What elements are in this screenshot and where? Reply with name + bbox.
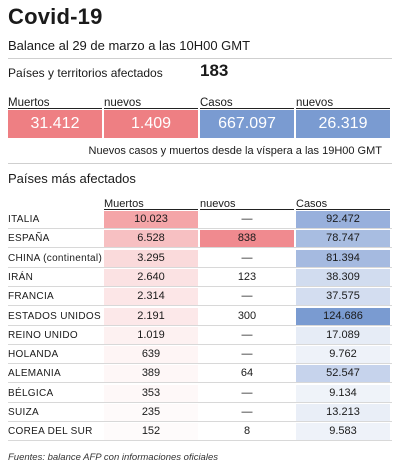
table-row: FRANCIA 2.314 — 37.575 — [0, 288, 400, 307]
totals-underline — [200, 108, 294, 109]
table-row: ESTADOS UNIDOS 2.191 300 124.686 — [0, 307, 400, 326]
totals-header-new-cases: nuevos — [296, 97, 334, 109]
country-name: BÉLGICA — [8, 387, 54, 399]
deaths-cell: 235 — [104, 404, 198, 422]
country-name: ITALIA — [8, 214, 40, 225]
deaths-cell: 2.314 — [104, 288, 198, 307]
column-header-new: nuevos — [200, 198, 236, 210]
column-underline — [104, 209, 198, 210]
country-name: ESTADOS UNIDOS — [8, 310, 101, 322]
column-header-cases: Casos — [296, 198, 328, 210]
country-name: HOLANDA — [8, 349, 59, 361]
deaths-cell: 6.528 — [104, 230, 198, 249]
cases-cell: 38.309 — [296, 268, 390, 287]
table-row: REINO UNIDO 1.019 — 17.089 — [0, 326, 400, 345]
table-row: BÉLGICA 353 — 9.134 — [0, 384, 400, 403]
table-row: ITALIA 10.023 — 92.472 — [0, 211, 400, 229]
table-row: CHINA (continental) 3.295 — 81.394 — [0, 249, 400, 268]
cases-cell: 92.472 — [296, 211, 390, 229]
row-divider — [8, 247, 392, 249]
page-subtitle: Balance al 29 de marzo a las 10H00 GMT — [8, 38, 251, 53]
totals-header-cases: Casos — [200, 97, 233, 109]
row-divider — [8, 401, 392, 403]
new-deaths-cell: — — [241, 213, 253, 225]
column-underline — [200, 209, 294, 210]
new-deaths-cell: 8 — [243, 425, 251, 438]
table-row: ALEMANIA 389 64 52.547 — [0, 365, 400, 384]
deaths-cell: 3.295 — [104, 249, 198, 268]
cases-cell: 52.547 — [296, 365, 390, 384]
section-divider — [8, 163, 392, 164]
countries-label: Países y territorios afectados — [8, 66, 163, 80]
cases-cell: 13.213 — [296, 404, 390, 422]
table-row: HOLANDA 639 — 9.762 — [0, 346, 400, 365]
new-deaths-cell: — — [241, 251, 253, 264]
cases-cell: 37.575 — [296, 288, 390, 307]
deaths-cell: 353 — [104, 384, 198, 403]
total-cases-box: 667.097 — [200, 110, 294, 138]
row-divider — [8, 363, 392, 365]
deaths-cell: 2.191 — [104, 307, 198, 326]
new-deaths-cell: — — [241, 406, 253, 418]
deaths-cell: 389 — [104, 365, 198, 384]
table-row: SUIZA 235 — 13.213 — [0, 404, 400, 422]
row-divider — [8, 285, 392, 287]
deaths-cell: 152 — [104, 423, 198, 442]
table-row: ESPAÑA 6.528 838 78.747 — [0, 230, 400, 249]
country-name: FRANCIA — [8, 291, 54, 303]
country-name: COREA DEL SUR — [8, 426, 93, 438]
deaths-cell: 639 — [104, 346, 198, 365]
deaths-cell: 1.019 — [104, 326, 198, 345]
total-deaths-box: 31.412 — [8, 110, 102, 138]
new-deaths-cell: — — [241, 348, 253, 361]
row-divider — [8, 228, 392, 229]
deaths-cell: 10.023 — [104, 211, 198, 229]
row-divider — [8, 343, 392, 345]
country-name: CHINA (continental) — [8, 252, 103, 264]
cases-cell: 81.394 — [296, 249, 390, 268]
cases-cell: 17.089 — [296, 326, 390, 345]
totals-header-deaths: Muertos — [8, 97, 50, 109]
table-row: IRÁN 2.640 123 38.309 — [0, 268, 400, 287]
totals-note: Nuevos casos y muertos desde la víspera … — [88, 145, 382, 157]
new-deaths-cell: — — [241, 290, 253, 303]
country-name: ALEMANIA — [8, 368, 61, 380]
table-row: COREA DEL SUR 152 8 9.583 — [0, 423, 400, 442]
total-new-cases-box: 26.319 — [296, 110, 390, 138]
deaths-cell: 2.640 — [104, 268, 198, 287]
total-new-deaths-box: 1.409 — [104, 110, 198, 138]
row-divider — [8, 266, 392, 268]
new-deaths-cell: 123 — [237, 270, 257, 283]
row-divider — [8, 305, 392, 307]
country-name: ESPAÑA — [8, 233, 50, 245]
totals-underline — [296, 108, 390, 109]
cases-cell: 124.686 — [296, 307, 390, 326]
totals-underline — [8, 108, 102, 109]
country-name: IRÁN — [8, 271, 34, 283]
row-divider — [8, 440, 392, 442]
countries-value: 183 — [200, 61, 229, 80]
column-underline — [296, 209, 390, 210]
new-deaths-cell: — — [241, 328, 253, 341]
row-divider — [8, 421, 392, 422]
totals-header-new-deaths: nuevos — [104, 97, 142, 109]
row-divider — [8, 324, 392, 326]
cases-cell: 9.134 — [296, 384, 390, 403]
country-name: REINO UNIDO — [8, 329, 78, 341]
totals-underline — [104, 108, 198, 109]
new-deaths-cell: 64 — [240, 367, 254, 380]
new-deaths-cell: 838 — [200, 230, 294, 249]
new-deaths-cell: 300 — [237, 309, 257, 322]
section-title: Países más afectados — [8, 171, 136, 186]
cases-cell: 78.747 — [296, 230, 390, 249]
source-note: Fuentes: balance AFP con informaciones o… — [8, 452, 218, 463]
column-header-deaths: Muertos — [104, 198, 144, 210]
page-title: Covid-19 — [8, 4, 103, 29]
cases-cell: 9.583 — [296, 423, 390, 442]
cases-cell: 9.762 — [296, 346, 390, 365]
new-deaths-cell: — — [241, 386, 253, 399]
country-name: SUIZA — [8, 407, 39, 418]
row-divider — [8, 382, 392, 384]
header-divider — [8, 58, 392, 59]
